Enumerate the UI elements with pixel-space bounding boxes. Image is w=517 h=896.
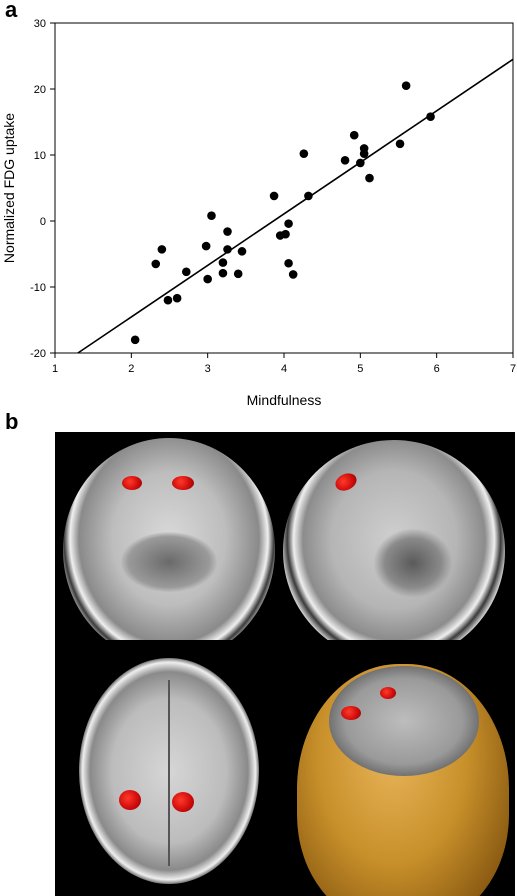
data-point xyxy=(356,158,365,168)
activation-blob-left xyxy=(119,790,141,810)
data-point xyxy=(304,191,313,201)
data-point xyxy=(201,241,211,251)
plot-frame xyxy=(54,22,514,354)
data-point xyxy=(151,259,161,269)
data-point xyxy=(284,258,293,268)
data-point xyxy=(218,258,228,267)
x-ticks: 1 2 3 4 5 6 7 xyxy=(52,353,516,375)
data-point xyxy=(284,219,293,228)
data-point xyxy=(281,229,290,239)
x-tick-label: 4 xyxy=(281,363,287,375)
y-tick-label: 0 xyxy=(40,216,46,228)
x-axis-label: Mindfulness xyxy=(247,392,322,408)
x-tick-label: 2 xyxy=(128,363,134,375)
data-points xyxy=(130,81,435,345)
activation-blob-left xyxy=(122,476,142,490)
data-point xyxy=(365,173,374,183)
x-tick-label: 5 xyxy=(357,363,363,375)
panel-a-label: a xyxy=(5,0,18,22)
data-point xyxy=(349,130,359,140)
y-ticks: -20 -10 0 10 20 30 xyxy=(30,18,55,360)
sagittal-view xyxy=(283,432,515,640)
y-tick-label: -10 xyxy=(30,282,46,294)
x-tick-label: 7 xyxy=(510,363,516,375)
x-tick-label: 1 xyxy=(52,363,58,375)
data-point xyxy=(237,247,247,256)
data-point xyxy=(223,245,232,254)
activation-blob-left xyxy=(341,706,361,720)
data-point xyxy=(359,144,369,153)
3d-render-view xyxy=(283,640,515,896)
activation-blob-right xyxy=(172,792,194,812)
x-tick-label: 3 xyxy=(205,363,211,375)
y-tick-label: 10 xyxy=(34,150,46,162)
y-tick-label: -20 xyxy=(30,348,46,360)
x-tick-label: 6 xyxy=(434,363,440,375)
data-point xyxy=(299,149,309,158)
data-point xyxy=(181,267,191,277)
panel-b-label: b xyxy=(5,409,19,434)
data-point xyxy=(163,295,173,305)
data-point xyxy=(269,191,279,201)
data-point xyxy=(395,139,405,149)
data-point xyxy=(203,274,212,284)
data-point xyxy=(130,335,140,345)
data-point xyxy=(233,269,243,279)
data-point xyxy=(172,293,182,303)
data-point xyxy=(401,81,411,90)
coronal-view xyxy=(55,432,283,640)
data-point xyxy=(223,227,232,236)
regression-line xyxy=(77,58,514,354)
axial-view xyxy=(55,640,283,896)
y-tick-label: 20 xyxy=(34,84,46,96)
data-point xyxy=(157,245,167,254)
activation-blob-right xyxy=(380,687,396,699)
activation-blob-right xyxy=(172,476,194,490)
data-point xyxy=(207,211,216,221)
scatter-chart: -20 -10 0 10 20 30 1 2 3 4 5 6 7 Mindfulness Normal… xyxy=(1,18,516,408)
chart-axes xyxy=(54,22,514,354)
data-point xyxy=(426,112,435,122)
data-point xyxy=(340,155,350,165)
y-tick-label: 30 xyxy=(34,18,46,30)
data-point xyxy=(288,270,298,279)
y-axis-label: Normalized FDG uptake xyxy=(1,113,17,263)
data-point xyxy=(218,268,228,278)
